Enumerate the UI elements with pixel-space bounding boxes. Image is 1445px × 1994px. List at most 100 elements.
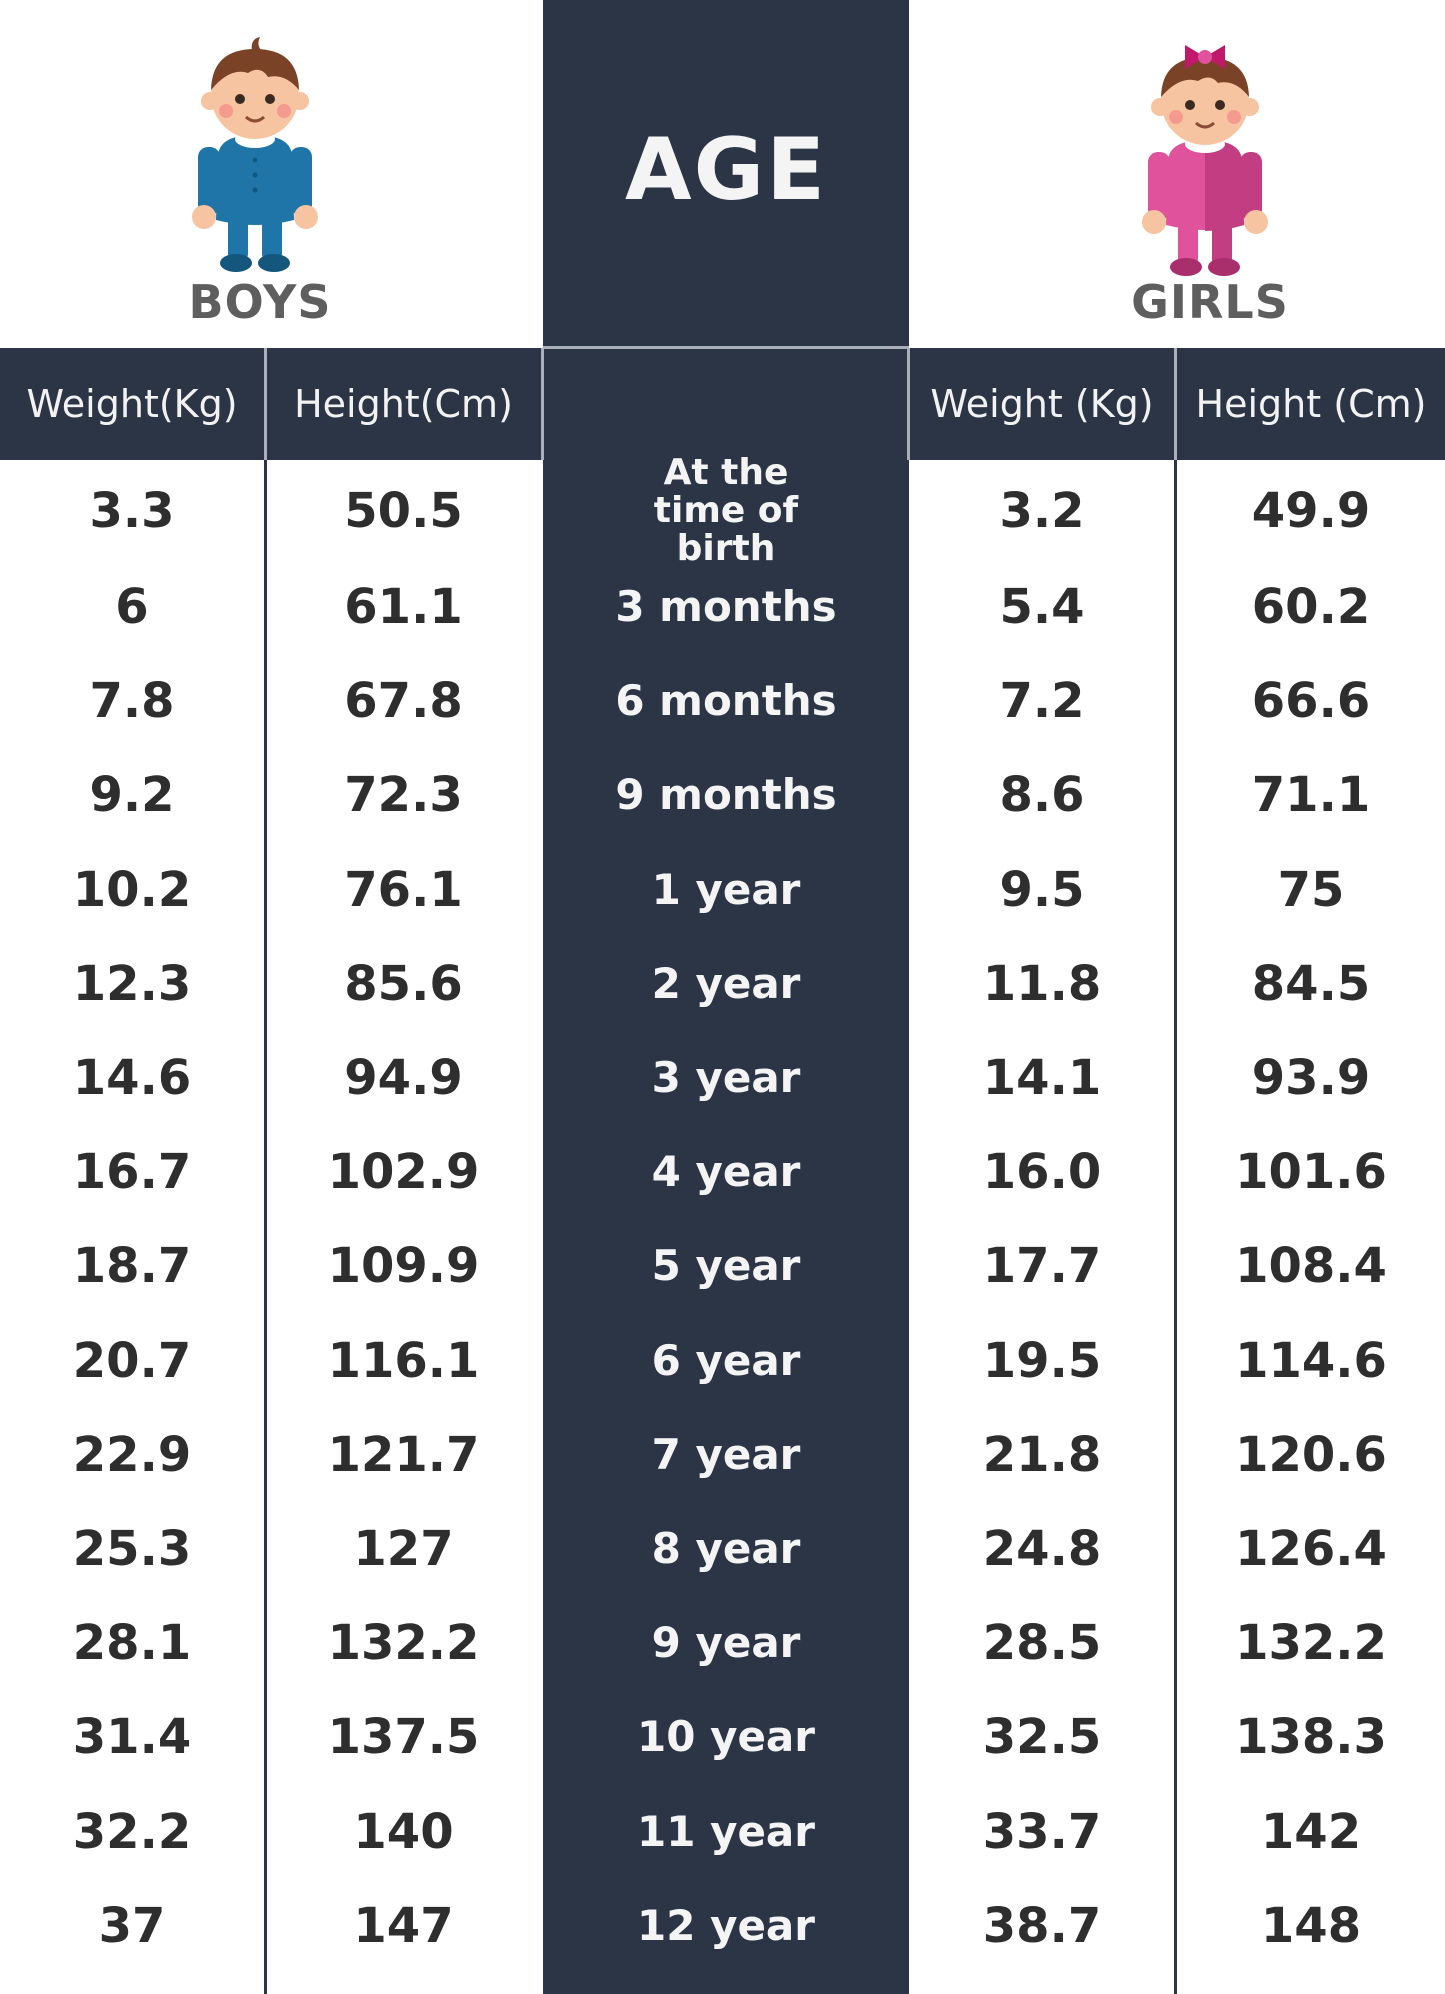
header-girls-height: Height (Cm) <box>1195 382 1427 426</box>
header-boys-weight: Weight(Kg) <box>26 382 238 426</box>
age-cell: 9 months <box>615 770 837 820</box>
age-cell: 3 months <box>615 582 837 632</box>
age-title: AGE <box>625 120 827 220</box>
boys-weight-cell: 28.1 <box>72 1615 192 1672</box>
header-age <box>545 348 907 460</box>
boys-height-cell: 61.1 <box>344 579 463 636</box>
boys-height-cell: 109.9 <box>327 1238 480 1295</box>
boys-weight-cell: 32.2 <box>72 1803 192 1860</box>
table-row: 20.7 116.1 6 year 19.5 114.6 <box>0 1314 1445 1408</box>
header-divider <box>264 348 267 460</box>
girls-weight-cell: 3.2 <box>999 483 1085 539</box>
girls-height-cell: 142 <box>1260 1803 1362 1860</box>
age-cell: 4 year <box>651 1147 801 1197</box>
boys-height-cell: 147 <box>353 1897 454 1954</box>
boys-height-cell: 85.6 <box>344 955 463 1012</box>
girls-height-cell: 66.6 <box>1251 673 1371 730</box>
table-row: 7.8 67.8 6 months 7.2 66.6 <box>0 654 1445 748</box>
baby-girl-icon <box>1142 45 1268 276</box>
boys-weight-cell: 3.3 <box>89 483 175 539</box>
girls-height-cell: 126.4 <box>1235 1521 1387 1578</box>
girls-weight-cell: 7.2 <box>999 673 1085 730</box>
girls-height-cell: 60.2 <box>1251 579 1371 636</box>
table-row: 12.3 85.6 2 year 11.8 84.5 <box>0 937 1445 1031</box>
header-top-line <box>543 346 909 349</box>
boys-height-cell: 137.5 <box>327 1709 480 1766</box>
girls-weight-cell: 33.7 <box>982 1803 1102 1860</box>
boys-weight-cell: 25.3 <box>72 1521 192 1578</box>
boys-weight-cell: 10.2 <box>72 861 192 918</box>
baby-boy-icon <box>192 37 318 272</box>
age-cell: 1 year <box>651 864 801 914</box>
table-row: 25.3 127 8 year 24.8 126.4 <box>0 1502 1445 1596</box>
table-row: 32.2 140 11 year 33.7 142 <box>0 1785 1445 1879</box>
boys-height-cell: 116.1 <box>327 1332 480 1389</box>
girls-height-cell: 132.2 <box>1235 1615 1387 1672</box>
table-row: 6 61.1 3 months 5.4 60.2 <box>0 560 1445 654</box>
table-row: 10.2 76.1 1 year 9.5 75 <box>0 843 1445 937</box>
age-cell: 7 year <box>651 1429 801 1479</box>
age-column-background <box>543 0 909 1994</box>
girls-title: GIRLS <box>1131 275 1289 329</box>
age-cell: 12 year <box>637 1900 815 1950</box>
boys-height-cell: 121.7 <box>327 1426 480 1483</box>
girls-weight-cell: 24.8 <box>982 1521 1102 1578</box>
column-divider <box>264 460 267 1994</box>
girls-weight-cell: 19.5 <box>982 1332 1102 1389</box>
girls-weight-cell: 14.1 <box>982 1050 1102 1107</box>
boys-weight-cell: 31.4 <box>72 1709 192 1766</box>
age-cell: 3 year <box>651 1053 801 1103</box>
girls-height-cell: 75 <box>1277 861 1345 918</box>
boys-weight-cell: 6 <box>115 579 149 636</box>
boys-weight-cell: 18.7 <box>72 1238 192 1295</box>
table-row: 37 147 12 year 38.7 148 <box>0 1879 1445 1973</box>
table-row: 18.7 109.9 5 year 17.7 108.4 <box>0 1219 1445 1313</box>
boys-weight-cell: 22.9 <box>72 1426 192 1483</box>
boys-weight-cell: 9.2 <box>89 767 175 824</box>
table-row: 22.9 121.7 7 year 21.8 120.6 <box>0 1408 1445 1502</box>
girls-weight-cell: 21.8 <box>982 1426 1102 1483</box>
boys-height-cell: 140 <box>353 1803 454 1860</box>
girls-height-cell: 93.9 <box>1251 1050 1371 1107</box>
girls-weight-cell: 5.4 <box>999 579 1085 636</box>
table-row: 28.1 132.2 9 year 28.5 132.2 <box>0 1596 1445 1690</box>
boys-weight-cell: 16.7 <box>72 1144 192 1201</box>
girls-weight-cell: 28.5 <box>982 1615 1102 1672</box>
girls-height-cell: 84.5 <box>1251 955 1371 1012</box>
girls-weight-cell: 16.0 <box>982 1144 1102 1201</box>
table-row: 3.3 50.5 At the time of birth 3.2 49.9 <box>0 454 1445 567</box>
age-cell: 6 year <box>651 1335 801 1385</box>
age-cell: 5 year <box>651 1241 801 1291</box>
header-divider <box>907 348 910 460</box>
header-divider <box>1174 348 1177 460</box>
girls-height-cell: 120.6 <box>1235 1426 1387 1483</box>
age-cell: 11 year <box>637 1806 815 1856</box>
girls-weight-cell: 32.5 <box>982 1709 1102 1766</box>
girls-height-cell: 49.9 <box>1251 483 1371 539</box>
boys-title: BOYS <box>188 275 332 329</box>
girls-weight-cell: 9.5 <box>999 861 1085 918</box>
girls-height-cell: 108.4 <box>1235 1238 1387 1295</box>
column-header-bar <box>0 348 1445 460</box>
boys-weight-cell: 7.8 <box>89 673 175 730</box>
girls-height-cell: 138.3 <box>1235 1709 1387 1766</box>
girls-height-cell: 114.6 <box>1235 1332 1387 1389</box>
girls-weight-cell: 17.7 <box>982 1238 1102 1295</box>
header-boys-height: Height(Cm) <box>294 382 513 426</box>
boys-height-cell: 127 <box>353 1521 454 1578</box>
boys-height-cell: 67.8 <box>344 673 463 730</box>
table-row: 31.4 137.5 10 year 32.5 138.3 <box>0 1690 1445 1784</box>
boys-weight-cell: 12.3 <box>72 955 192 1012</box>
boys-height-cell: 50.5 <box>344 483 463 539</box>
boys-height-cell: 76.1 <box>344 861 463 918</box>
boys-weight-cell: 20.7 <box>72 1332 192 1389</box>
header-girls-weight: Weight (Kg) <box>930 382 1154 426</box>
girls-weight-cell: 8.6 <box>999 767 1085 824</box>
girls-weight-cell: 11.8 <box>982 955 1102 1012</box>
girls-height-cell: 148 <box>1260 1897 1362 1954</box>
table-row: 14.6 94.9 3 year 14.1 93.9 <box>0 1031 1445 1125</box>
boys-weight-cell: 14.6 <box>72 1050 192 1107</box>
header-divider <box>541 348 544 460</box>
table-row: 16.7 102.9 4 year 16.0 101.6 <box>0 1125 1445 1219</box>
